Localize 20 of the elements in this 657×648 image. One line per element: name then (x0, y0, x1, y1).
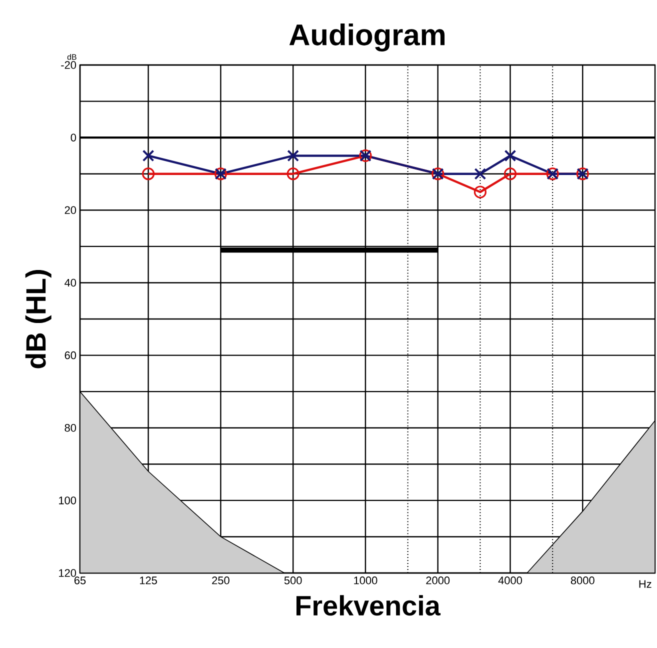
y-tick-label: 60 (64, 351, 76, 360)
y-tick-label: 20 (64, 206, 76, 214)
x-tick-label: 8000 (570, 576, 594, 584)
y-tick-label: 40 (64, 278, 76, 287)
x-tick-label: 125 (140, 576, 157, 584)
x-tick-label: 2000 (426, 576, 450, 584)
x-tick-label: 1000 (354, 576, 378, 584)
y-tick-label: 0 (70, 134, 76, 142)
x-tick-label: 500 (284, 576, 302, 584)
x-tick-label: 250 (212, 576, 230, 584)
y-tick-label: 100 (59, 496, 76, 504)
y-tick-label: 80 (64, 424, 76, 432)
x-axis-title: Frekvencia (296, 595, 441, 616)
y-tick-label: 120 (59, 569, 76, 577)
x-tick-label: 4000 (498, 576, 522, 584)
x-tick-label: 65 (74, 576, 86, 584)
text: Hz (639, 580, 652, 588)
y-tick-label: -20 (61, 61, 76, 69)
chart-title: Audiogram (289, 24, 445, 52)
y-axis-title: dB (HL) (25, 270, 52, 368)
